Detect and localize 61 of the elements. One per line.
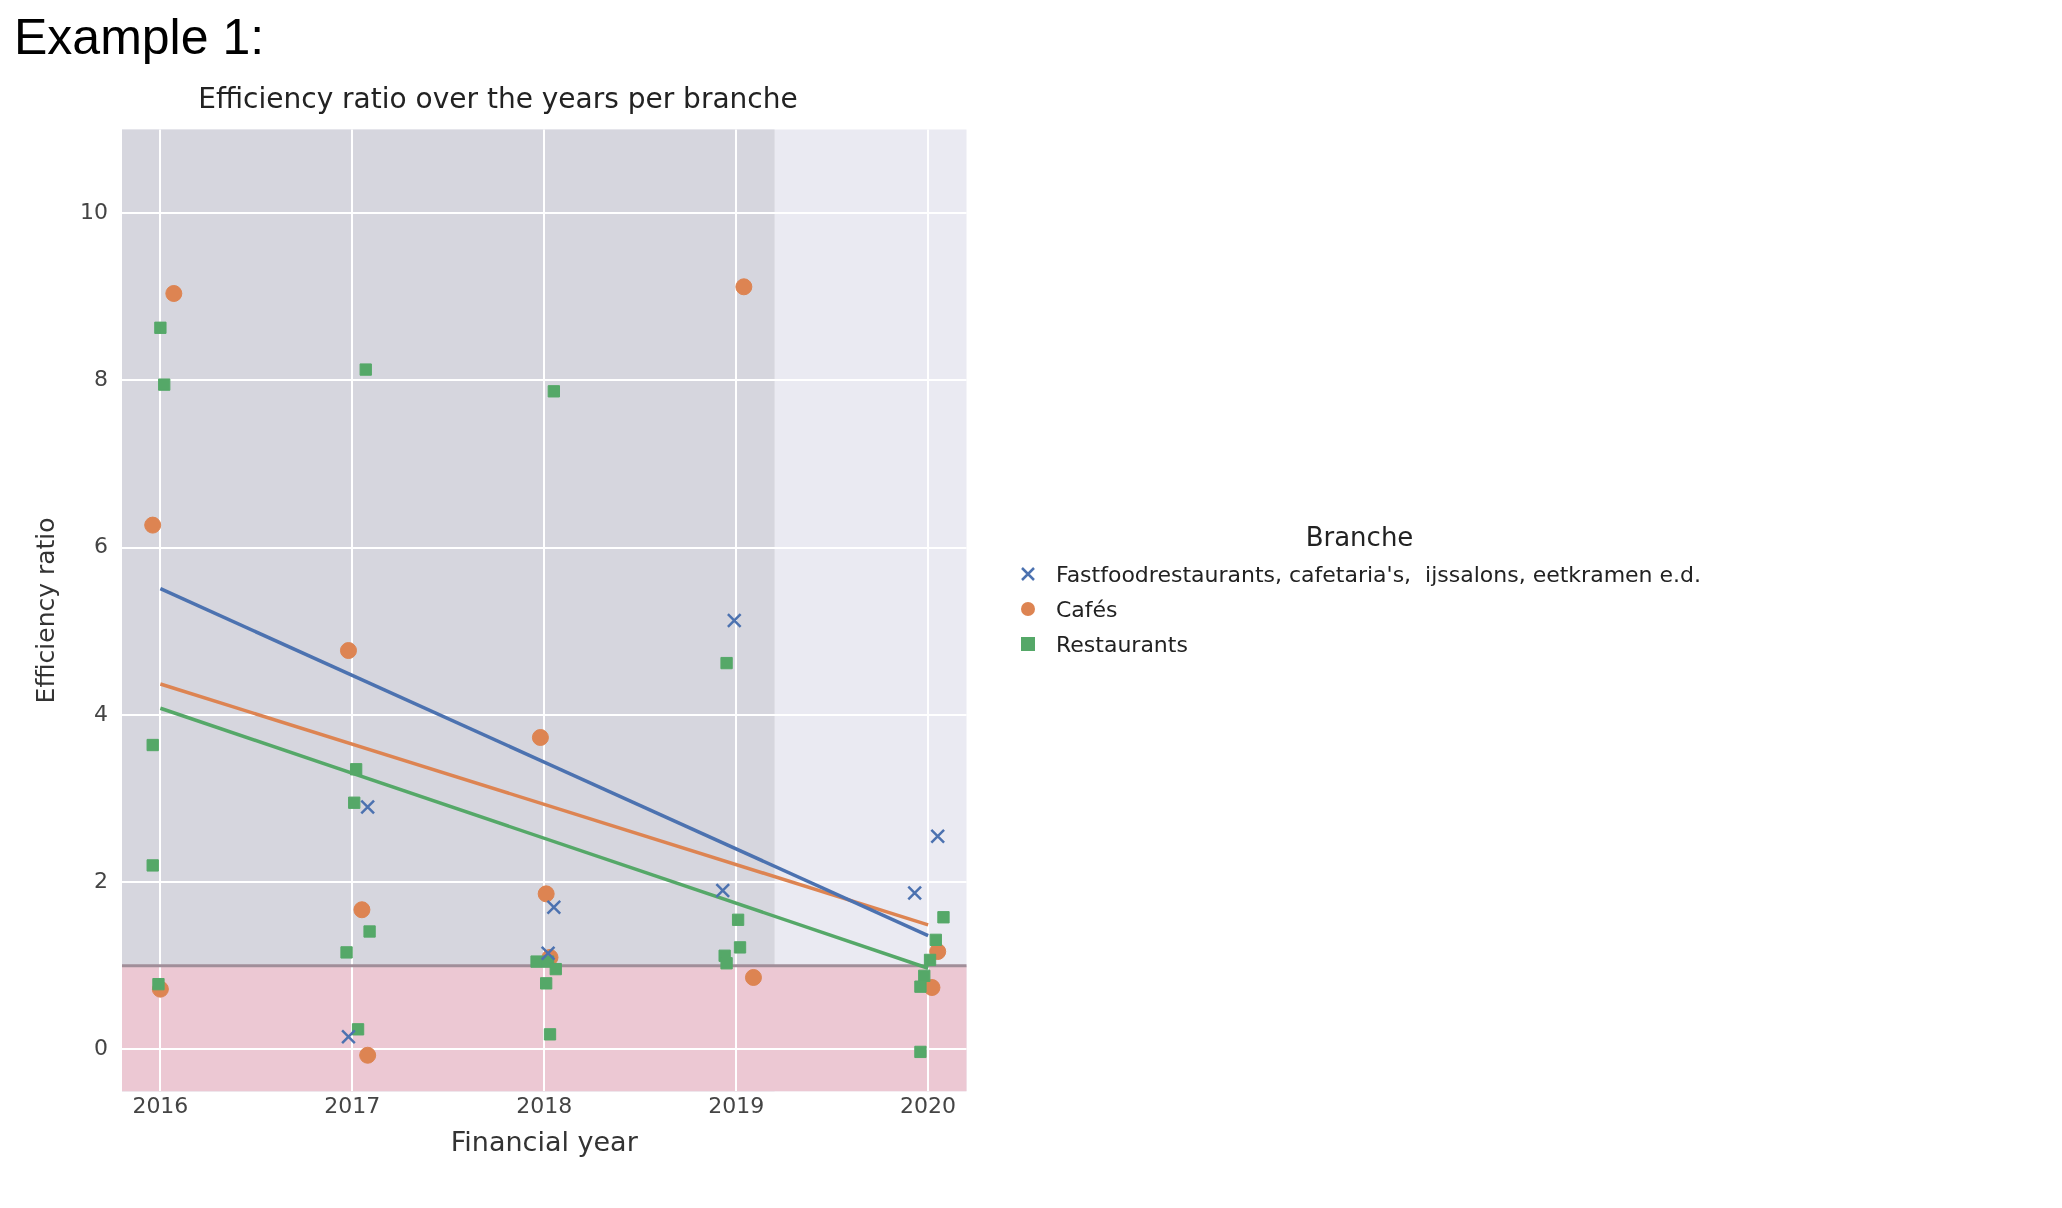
point [540,945,556,961]
point [923,953,937,967]
legend-label: Cafés [1056,596,1118,622]
point [735,278,753,296]
point [744,968,762,986]
point [543,1028,557,1041]
point [930,828,946,844]
point [359,1046,377,1064]
point [363,925,376,938]
chart-title: Efficiency ratio over the years per branche [198,82,798,116]
y-axis-title: Efficiency ratio [30,517,60,704]
point [144,516,162,534]
point [350,763,363,776]
point [547,385,560,398]
legend-label: Fastfoodrestaurants, cafetaria's, ijssalons, eetkramen e.d. [1056,561,1702,587]
point [146,738,159,752]
x-axis-title: Financial year [450,1125,639,1157]
point [340,1029,357,1045]
point [929,933,942,947]
point [530,955,543,968]
point [549,962,562,976]
point [726,612,742,629]
point [146,859,159,872]
point [720,957,733,970]
point [540,977,553,990]
x-tick-label: 2018 [516,1093,573,1119]
point [546,899,562,915]
x-tick-label: 2020 [900,1093,957,1119]
point [731,913,745,926]
point [165,284,183,302]
legend-label: Restaurants [1056,631,1188,657]
point [340,946,353,959]
point [359,363,372,376]
point [918,969,931,982]
point [937,911,950,924]
x-tick-label: 2017 [324,1093,381,1119]
point [537,885,555,903]
y-tick-label: 10 [79,198,108,224]
point [154,321,167,334]
point [360,799,376,815]
point [907,885,923,901]
y-tick-label: 8 [93,366,108,392]
y-tick-label: 4 [93,700,108,726]
y-tick-label: 0 [93,1035,108,1061]
point [339,642,357,660]
point [720,656,733,670]
y-tick-label: 2 [93,867,108,893]
x-tick-label: 2019 [708,1093,765,1119]
point [715,882,731,899]
y-tick-label: 6 [93,533,108,559]
point [158,378,171,391]
point [733,941,747,954]
point [353,901,371,919]
legend-title: Branche [1304,521,1415,552]
point [348,796,361,809]
x-tick-label: 2016 [132,1093,189,1119]
point [914,980,927,993]
text: Example 1: [14,8,266,66]
point [531,729,549,746]
point [914,1045,927,1059]
point [351,1023,365,1036]
